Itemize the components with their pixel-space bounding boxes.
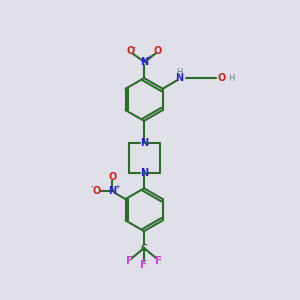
- Text: H: H: [176, 68, 183, 77]
- Text: O: O: [218, 74, 226, 83]
- Text: H: H: [228, 74, 234, 83]
- Text: F: F: [155, 256, 162, 266]
- Text: N: N: [140, 57, 148, 67]
- Text: O: O: [154, 46, 162, 56]
- Text: +: +: [146, 55, 152, 61]
- Text: O: O: [126, 46, 134, 56]
- Text: +: +: [115, 184, 120, 190]
- Text: N: N: [108, 186, 116, 196]
- Text: N: N: [176, 74, 184, 83]
- Text: -: -: [133, 43, 135, 52]
- Text: N: N: [140, 169, 148, 178]
- Text: N: N: [140, 138, 148, 148]
- Text: O: O: [108, 172, 116, 182]
- Text: O: O: [92, 186, 101, 196]
- Text: C: C: [141, 244, 147, 253]
- Text: -: -: [91, 182, 93, 191]
- Text: F: F: [140, 260, 148, 270]
- Text: F: F: [126, 256, 133, 266]
